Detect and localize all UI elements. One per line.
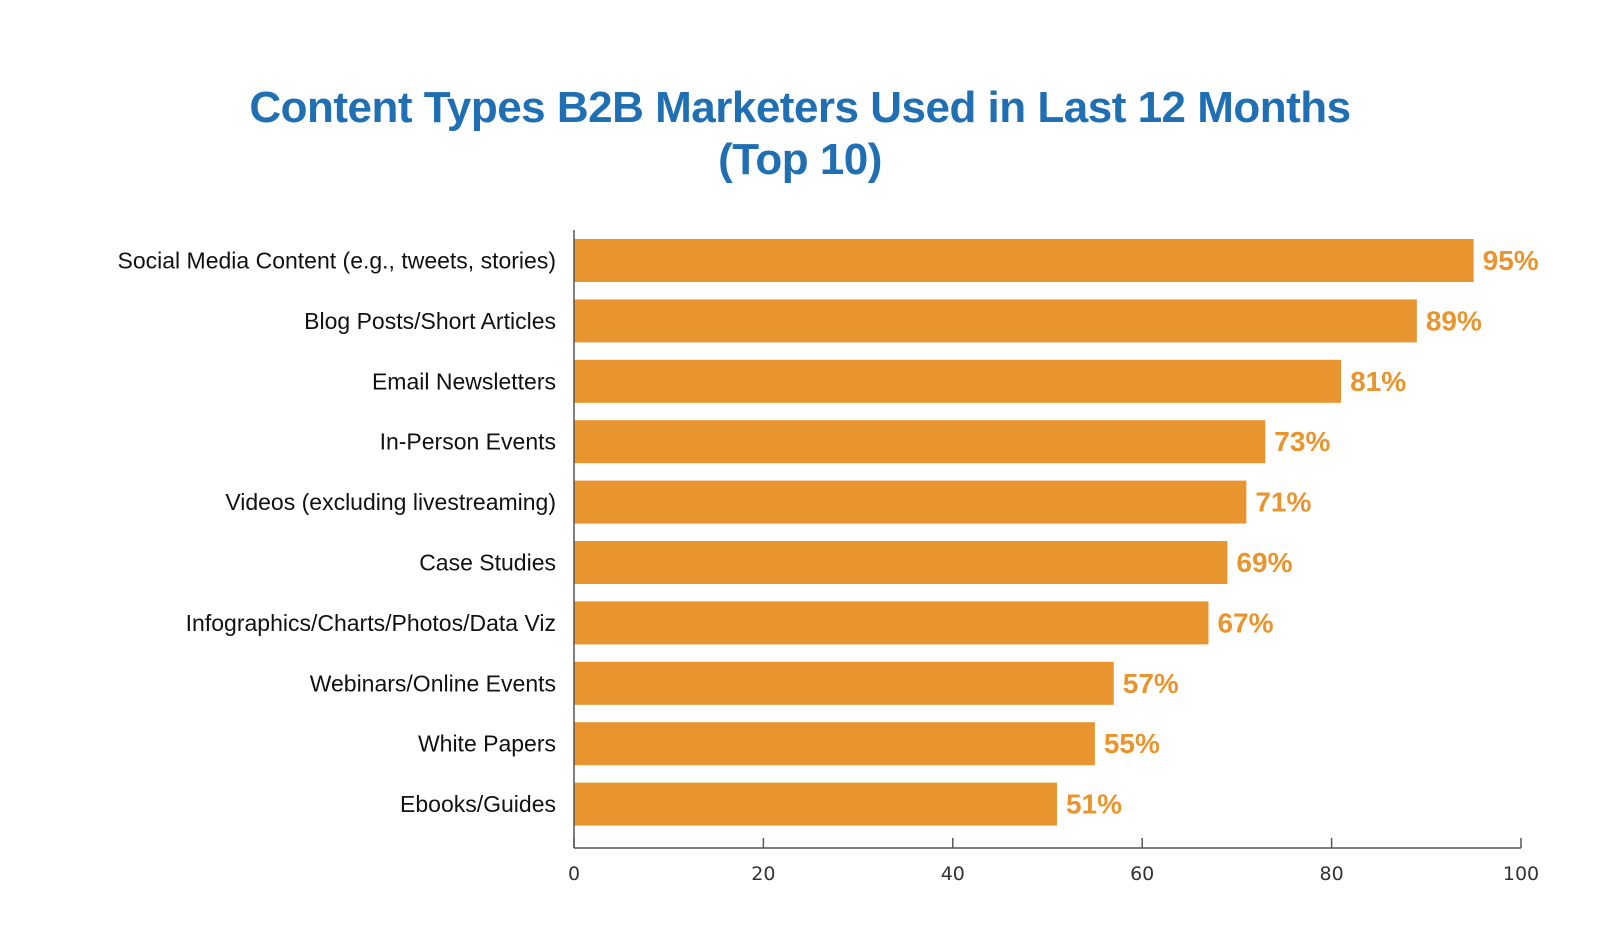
bar	[574, 661, 1114, 705]
value-label: 55%	[1104, 728, 1160, 759]
category-label: Infographics/Charts/Photos/Data Viz	[186, 610, 556, 636]
x-tick-label: 80	[1320, 863, 1344, 885]
chart-title-line-1: Content Types B2B Marketers Used in Last…	[249, 83, 1351, 132]
value-label: 67%	[1217, 607, 1273, 638]
category-label: Webinars/Online Events	[310, 670, 556, 696]
x-tick-label: 40	[941, 863, 965, 885]
bar	[574, 480, 1247, 524]
value-label: 51%	[1066, 789, 1122, 820]
x-tick-label: 20	[751, 863, 775, 885]
category-label: Email Newsletters	[372, 368, 556, 394]
value-label: 89%	[1426, 305, 1482, 336]
value-label: 95%	[1483, 245, 1539, 276]
bar	[574, 782, 1057, 826]
x-tick-label: 0	[568, 863, 580, 885]
category-label: In-Person Events	[380, 429, 556, 455]
category-label: Videos (excluding livestreaming)	[225, 489, 556, 515]
value-label: 81%	[1350, 366, 1406, 397]
bars-group: Social Media Content (e.g., tweets, stor…	[118, 239, 1539, 826]
bar	[574, 722, 1095, 766]
bar	[574, 541, 1228, 584]
chart-title-line-2: (Top 10)	[718, 135, 882, 184]
category-label: Blog Posts/Short Articles	[304, 308, 556, 334]
x-tick-label: 60	[1130, 863, 1154, 885]
category-label: Case Studies	[419, 550, 556, 576]
x-tick-label: 100	[1503, 863, 1539, 885]
value-label: 69%	[1236, 547, 1292, 578]
bar	[574, 601, 1209, 645]
bar	[574, 239, 1474, 282]
value-label: 57%	[1123, 668, 1179, 699]
value-label: 73%	[1274, 426, 1330, 457]
category-label: White Papers	[418, 731, 556, 757]
value-label: 71%	[1255, 487, 1311, 518]
category-label: Social Media Content (e.g., tweets, stor…	[118, 248, 556, 274]
bar	[574, 299, 1417, 343]
category-label: Ebooks/Guides	[400, 791, 556, 817]
bar	[574, 420, 1266, 464]
bar	[574, 359, 1342, 403]
axis-group: 0 20 40 60 80 100	[568, 230, 1539, 885]
